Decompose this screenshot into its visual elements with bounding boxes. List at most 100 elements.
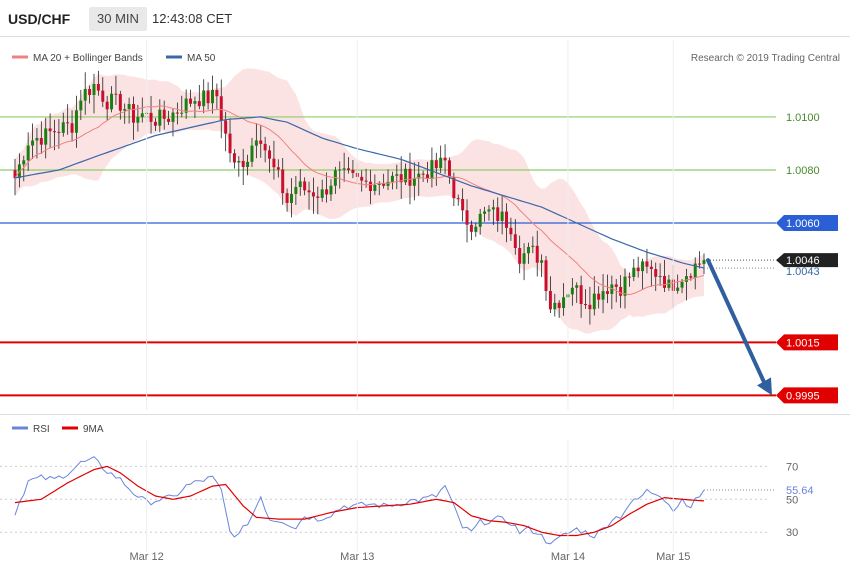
- candle-body: [676, 287, 680, 291]
- candle-body: [592, 293, 596, 310]
- candle-body: [377, 183, 381, 185]
- candle-body: [289, 193, 293, 203]
- candle-body: [39, 138, 43, 145]
- candle-body: [311, 192, 315, 197]
- candle-body: [605, 291, 609, 294]
- candle-body: [210, 89, 214, 104]
- candle-body: [680, 281, 684, 288]
- candle-body: [614, 284, 618, 287]
- rsi-panel: 30 50 70 55.64: [0, 456, 814, 545]
- candle-body: [13, 170, 17, 179]
- candle-body: [645, 261, 649, 267]
- candle-body: [579, 285, 583, 305]
- candle-body: [540, 260, 544, 263]
- candle-body: [320, 189, 324, 198]
- level-label-1: 1.0080: [786, 165, 820, 177]
- candle-body: [118, 94, 122, 111]
- candle-body: [496, 207, 500, 221]
- candle-body: [83, 88, 87, 101]
- candle-body: [404, 168, 408, 183]
- candle-body: [421, 173, 425, 175]
- candle-body: [206, 90, 210, 104]
- candle-body: [360, 176, 364, 181]
- candle-body: [575, 285, 579, 288]
- candle-body: [74, 110, 78, 133]
- candle-body: [649, 266, 653, 270]
- forecast-arrow-head: [757, 377, 772, 396]
- candle-body: [601, 291, 605, 300]
- candle-body: [294, 187, 298, 194]
- candle-body: [487, 209, 491, 212]
- candle-body: [298, 181, 302, 188]
- x-tick-label: Mar 12: [130, 551, 164, 563]
- candle-body: [610, 284, 614, 294]
- copyright: Research © 2019 Trading Central: [691, 53, 840, 64]
- candle-body: [430, 160, 434, 179]
- rsi-ma-line: [14, 465, 705, 537]
- candle-body: [548, 291, 552, 310]
- candle-body: [641, 261, 645, 272]
- candle-body: [544, 260, 548, 292]
- symbol-title: USD/CHF: [8, 11, 71, 27]
- rsi-tick-label: 50: [786, 494, 798, 506]
- candle-body: [215, 89, 219, 97]
- timeframe-badge[interactable]: 30 MIN: [89, 7, 147, 31]
- candle-body: [412, 178, 416, 186]
- rsi-tick-label: 30: [786, 527, 798, 539]
- candle-body: [702, 260, 706, 264]
- candle-body: [588, 304, 592, 310]
- candle-body: [101, 90, 105, 102]
- level-tag-4: [776, 387, 838, 404]
- candle-body: [61, 122, 65, 133]
- candle-body: [417, 173, 421, 179]
- candle-body: [197, 101, 201, 107]
- candle-body: [180, 112, 184, 114]
- candle-body: [105, 101, 109, 110]
- rsi-legend-label: RSI: [33, 424, 50, 435]
- candle-body: [167, 118, 171, 122]
- candle-body: [636, 267, 640, 272]
- candle-body: [526, 246, 530, 254]
- ma50-legend-label: MA 50: [187, 53, 216, 64]
- candles: [13, 70, 706, 325]
- candle-body: [31, 140, 35, 146]
- candle-body: [316, 196, 320, 198]
- candle-body: [469, 224, 473, 232]
- level-label-4: 0.9995: [786, 390, 820, 402]
- rsi-last-label: 55.64: [786, 485, 814, 497]
- candle-body: [426, 174, 430, 179]
- candle-body: [272, 158, 276, 168]
- candle-body: [232, 153, 236, 163]
- candle-body: [619, 286, 623, 296]
- candle-body: [456, 198, 460, 200]
- candle-body: [48, 128, 52, 132]
- candle-body: [307, 190, 311, 193]
- candle-body: [329, 185, 333, 195]
- x-tick-label: Mar 13: [340, 551, 374, 563]
- candle-body: [439, 157, 443, 169]
- candle-body: [474, 226, 478, 232]
- candle-body: [110, 93, 114, 110]
- candle-body: [491, 207, 495, 210]
- candle-body: [513, 234, 517, 249]
- candle-body: [342, 168, 346, 170]
- candle-body: [285, 193, 289, 203]
- candle-body: [333, 170, 337, 186]
- candle-body: [325, 189, 329, 195]
- candle-body: [175, 112, 179, 114]
- level-label-2: 1.0060: [786, 218, 820, 230]
- candle-body: [447, 160, 451, 178]
- candle-body: [250, 145, 254, 162]
- ma50-line: [14, 116, 705, 269]
- candle-body: [395, 174, 399, 176]
- candle-body: [158, 109, 162, 126]
- ma20-line: [14, 105, 705, 296]
- candle-body: [347, 168, 351, 170]
- candle-body: [140, 113, 144, 118]
- candle-body: [88, 88, 92, 95]
- candle-body: [254, 140, 258, 146]
- candle-body: [698, 263, 702, 265]
- candle-body: [281, 169, 285, 194]
- candle-body: [228, 133, 232, 154]
